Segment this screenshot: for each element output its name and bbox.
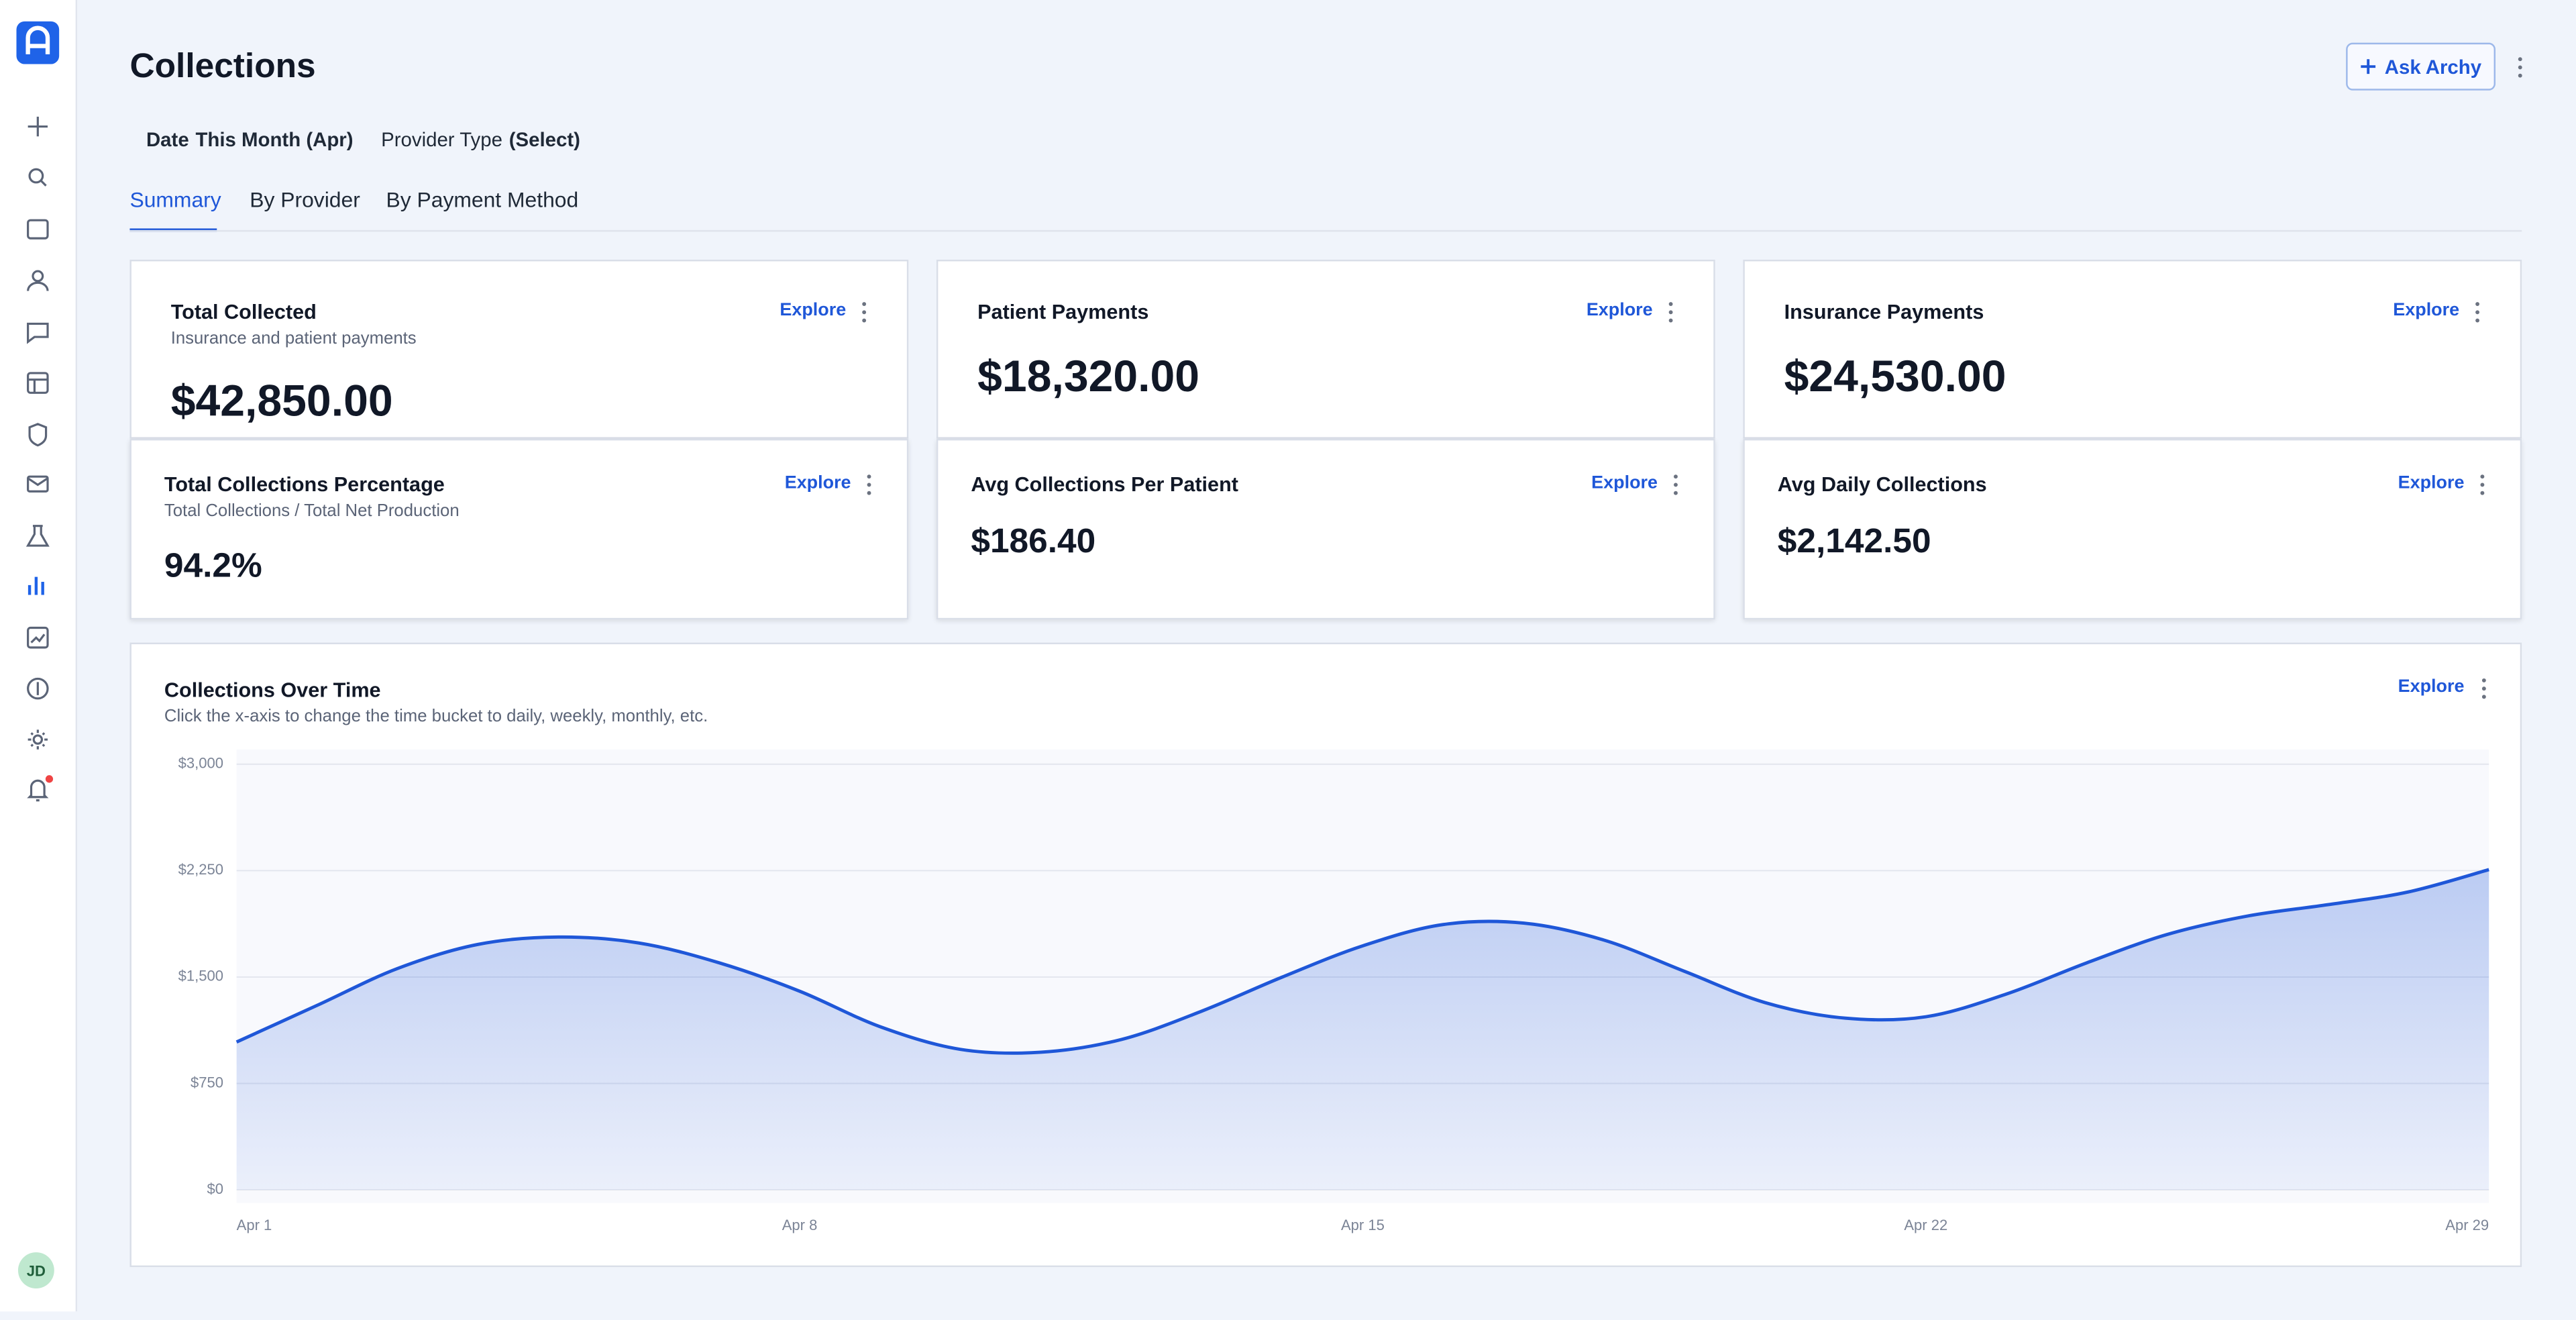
chart-menu[interactable]: [2479, 677, 2489, 700]
explore-link[interactable]: Explore: [1586, 301, 1653, 321]
explore-link[interactable]: Explore: [2398, 676, 2465, 697]
filter-value: This Month (Apr): [195, 128, 354, 152]
y-tick-label: $2,250: [178, 861, 223, 878]
metric-value: 94.2%: [164, 547, 262, 585]
notification-dot: [45, 775, 54, 783]
metric-title: Insurance Payments: [1784, 301, 1984, 324]
metric-subtitle: Insurance and patient payments: [170, 328, 417, 349]
metric-card: Total Collected Insurance and patient pay…: [129, 259, 909, 439]
x-tick-label: Apr 1: [237, 1217, 272, 1233]
card-menu[interactable]: [2477, 473, 2487, 496]
avatar[interactable]: [17, 1252, 54, 1289]
chat-icon[interactable]: [27, 322, 49, 344]
patient-icon[interactable]: [27, 270, 49, 291]
metric-card: Total Collections Percentage Total Collec…: [129, 438, 909, 620]
card-menu[interactable]: [1671, 473, 1681, 496]
bell-icon[interactable]: [27, 779, 49, 802]
metric-value: $18,320.00: [977, 352, 1200, 401]
tab-divider: [129, 230, 2522, 232]
y-tick-label: $0: [207, 1180, 224, 1197]
more-menu[interactable]: [2515, 56, 2525, 79]
trend-icon[interactable]: [27, 626, 49, 649]
plus-icon: [2360, 59, 2375, 74]
button-label: Ask Archy: [2384, 55, 2482, 79]
y-tick-label: $3,000: [178, 755, 223, 772]
y-tick-label: $750: [191, 1074, 223, 1090]
explore-link[interactable]: Explore: [784, 473, 851, 493]
explore-link[interactable]: Explore: [2398, 473, 2465, 493]
chart-subtitle: Click the x-axis to change the time buck…: [164, 707, 708, 727]
explore-link[interactable]: Explore: [2393, 301, 2460, 321]
reports-icon[interactable]: [28, 576, 44, 595]
x-tick-label: Apr 22: [1904, 1217, 1947, 1233]
metric-value: $24,530.00: [1784, 352, 2006, 401]
lab-icon[interactable]: [25, 525, 50, 547]
metric-card: Insurance Payments $24,530.00 Explore: [1743, 259, 2522, 439]
card-menu[interactable]: [2473, 301, 2483, 323]
line: [235, 868, 2489, 1055]
ask-archy-button[interactable]: Ask Archy: [2346, 42, 2496, 91]
tab[interactable]: Summary: [129, 187, 221, 212]
search-icon[interactable]: [28, 168, 47, 187]
chart-title: Collections Over Time: [164, 678, 381, 702]
metric-title: Avg Daily Collections: [1777, 473, 1987, 497]
filter-value: (Select): [508, 128, 580, 152]
card-menu[interactable]: [859, 301, 869, 323]
page-title: Collections: [129, 48, 316, 86]
filter-label: Date: [146, 128, 189, 152]
sidebar: JD: [0, 0, 78, 1312]
explore-link[interactable]: Explore: [780, 301, 847, 321]
area: [236, 869, 2489, 1190]
y-tick-label: $1,500: [178, 968, 223, 984]
mail-icon[interactable]: [27, 475, 49, 493]
layout-icon[interactable]: [27, 372, 49, 394]
metric-value: $42,850.00: [170, 376, 393, 426]
calendar-icon[interactable]: [27, 219, 49, 240]
metric-subtitle: Total Collections / Total Net Production: [164, 501, 460, 521]
metric-card: Avg Collections Per Patient $186.40 Explor…: [936, 438, 1715, 620]
metric-title: Total Collections Percentage: [164, 473, 445, 497]
chart: $0 $750 $1,500 $2,250 $3,000 Apr 1 Apr 8 Apr 15…: [178, 749, 2489, 1233]
metric-card: Patient Payments $18,320.00 Explore: [936, 259, 1715, 439]
chart-card: Collections Over Time Click the x-axis t…: [129, 642, 2522, 1268]
billing-icon[interactable]: [27, 677, 49, 700]
avatar-initials: JD: [27, 1262, 46, 1279]
metric-value: $2,142.50: [1777, 522, 1931, 561]
tab[interactable]: By Payment Method: [386, 187, 579, 212]
filter-label: Provider Type: [381, 128, 502, 152]
x-tick-label: Apr 15: [1341, 1217, 1385, 1233]
x-tick-label: Apr 29: [2445, 1217, 2489, 1233]
filter[interactable]: Date This Month (Apr): [146, 127, 354, 153]
settings-icon[interactable]: [28, 729, 48, 750]
metric-title: Patient Payments: [977, 301, 1149, 324]
metric-card: Avg Daily Collections $2,142.50 Explore: [1743, 438, 2522, 620]
explore-link[interactable]: Explore: [1591, 473, 1658, 493]
card-menu[interactable]: [1666, 301, 1676, 323]
metric-value: $186.40: [971, 522, 1096, 561]
shield-icon[interactable]: [28, 423, 48, 447]
x-tick-label: Apr 8: [782, 1217, 818, 1233]
metric-title: Avg Collections Per Patient: [971, 473, 1238, 497]
metric-title: Total Collected: [170, 301, 317, 324]
card-menu[interactable]: [864, 473, 874, 496]
tab[interactable]: By Provider: [250, 187, 360, 212]
sidebar-icons: JD: [16, 21, 60, 1289]
add-icon[interactable]: [28, 116, 48, 137]
filter[interactable]: Provider Type (Select): [381, 127, 580, 153]
